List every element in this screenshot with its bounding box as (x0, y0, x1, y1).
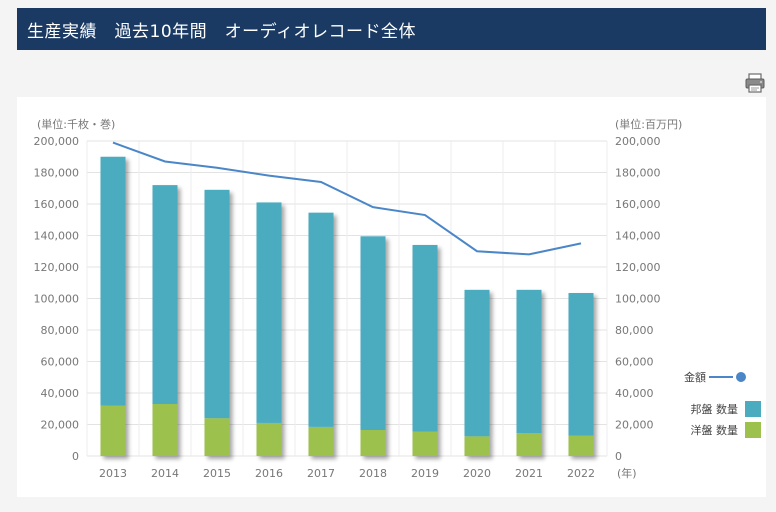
bar-foreign (204, 418, 230, 456)
x-tick-label: 2016 (255, 467, 283, 480)
bar-foreign (256, 422, 282, 456)
right-tick-label: 160,000 (615, 198, 661, 211)
right-tick-label: 120,000 (615, 261, 661, 274)
left-tick-label: 200,000 (34, 135, 80, 148)
amount-line-path (112, 141, 582, 256)
right-tick-label: 80,000 (615, 324, 654, 337)
right-tick-label: 200,000 (615, 135, 661, 148)
chart-card: (単位:千枚・巻) (単位:百万円) 0 20,000 40,000 60,000 80,0… (17, 97, 766, 497)
x-tick-label: 2020 (463, 467, 491, 480)
right-tick-label: 180,000 (615, 167, 661, 180)
x-tick-label: 2017 (307, 467, 335, 480)
bar-domestic (204, 189, 230, 419)
bars (100, 156, 594, 456)
page-title-bar: 生産実績 過去10年間 オーディオレコード全体 (17, 8, 766, 50)
right-axis-label: (単位:百万円) (615, 117, 682, 131)
bar-foreign (152, 404, 178, 456)
bar-foreign (360, 430, 386, 456)
bar-foreign (568, 435, 594, 456)
left-tick-label: 160,000 (34, 198, 80, 211)
bar-domestic (412, 244, 438, 432)
x-tick-label: 2021 (515, 467, 543, 480)
legend-swatch-domestic (745, 401, 761, 417)
axes: (単位:千枚・巻) (単位:百万円) 0 20,000 40,000 60,000 80,0… (34, 117, 683, 480)
legend-label-amount: 金額 (684, 370, 706, 384)
bar-stack (152, 185, 178, 456)
left-tick-label: 40,000 (41, 387, 80, 400)
legend-label-foreign: 洋盤 数量 (691, 423, 739, 437)
amount-line (112, 141, 582, 256)
print-button[interactable] (744, 72, 766, 94)
x-tick-label: 2022 (567, 467, 595, 480)
left-tick-label: 0 (72, 450, 79, 463)
right-tick-label: 20,000 (615, 419, 654, 432)
bar-stack (464, 289, 490, 456)
left-tick-label: 120,000 (34, 261, 80, 274)
production-chart: (単位:千枚・巻) (単位:百万円) 0 20,000 40,000 60,000 80,0… (34, 117, 761, 480)
x-tick-label: 2019 (411, 467, 439, 480)
left-tick-label: 100,000 (34, 293, 80, 306)
x-tick-label: 2013 (99, 467, 127, 480)
right-tick-label: 0 (615, 450, 622, 463)
bar-domestic (360, 236, 386, 431)
bar-foreign (412, 431, 438, 456)
x-axis-label: (年) (617, 466, 637, 480)
left-axis-label: (単位:千枚・巻) (37, 117, 115, 131)
legend-swatch-foreign (745, 422, 761, 438)
x-tick-label: 2014 (151, 467, 179, 480)
bar-domestic (100, 156, 126, 406)
bar-domestic (308, 212, 334, 427)
left-tick-label: 140,000 (34, 230, 80, 243)
bar-domestic (464, 289, 490, 437)
bar-stack (568, 292, 594, 456)
x-tick-label: 2018 (359, 467, 387, 480)
bar-domestic (152, 185, 178, 405)
right-tick-label: 60,000 (615, 356, 654, 369)
bar-stack (256, 202, 282, 456)
bar-foreign (464, 436, 490, 456)
right-tick-label: 140,000 (615, 230, 661, 243)
page-title: 生産実績 過去10年間 オーディオレコード全体 (27, 21, 416, 42)
legend-marker-amount (736, 372, 746, 382)
bar-stack (204, 189, 230, 456)
bar-stack (516, 289, 542, 456)
printer-icon (745, 73, 765, 93)
bar-domestic (516, 289, 542, 434)
bar-foreign (516, 433, 542, 456)
bar-domestic (256, 202, 282, 423)
bar-domestic (568, 292, 594, 436)
right-tick-label: 100,000 (615, 293, 661, 306)
right-tick-label: 40,000 (615, 387, 654, 400)
left-tick-label: 80,000 (41, 324, 80, 337)
bar-foreign (308, 426, 334, 456)
bar-foreign (100, 405, 126, 456)
bar-stack (308, 212, 334, 456)
left-tick-label: 20,000 (41, 419, 80, 432)
left-tick-label: 60,000 (41, 356, 80, 369)
left-tick-label: 180,000 (34, 167, 80, 180)
bar-stack (412, 244, 438, 456)
bar-stack (100, 156, 126, 456)
x-tick-label: 2015 (203, 467, 231, 480)
bar-stack (360, 236, 386, 456)
legend-label-domestic: 邦盤 数量 (691, 403, 739, 416)
